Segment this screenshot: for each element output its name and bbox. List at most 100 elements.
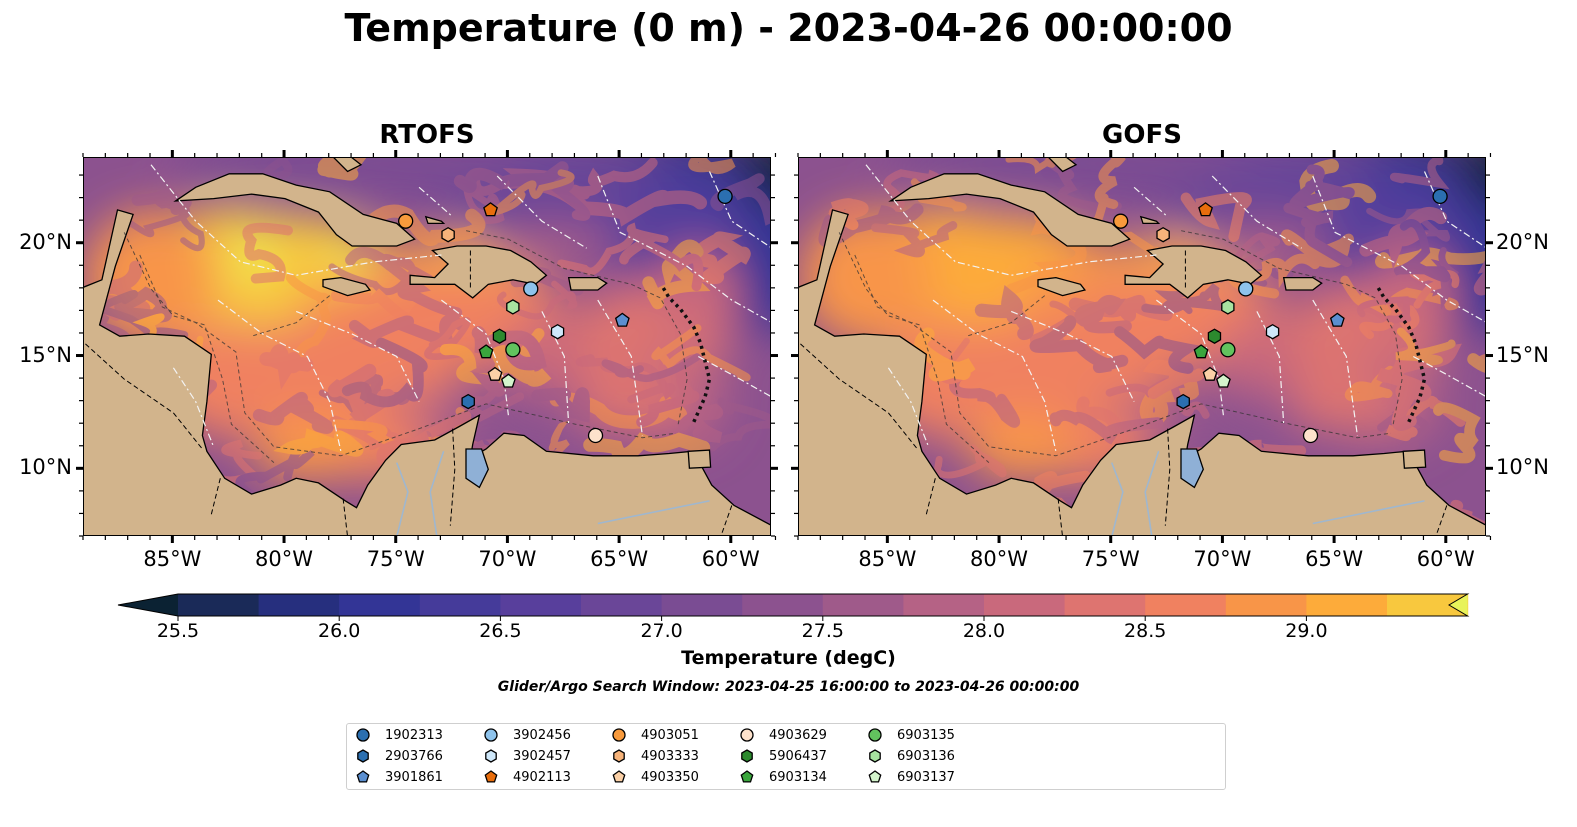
float-marker-4902113[interactable] [483,202,498,217]
lat-tick-label: 20°N [19,229,72,254]
pentagon-marker-icon [484,770,498,783]
float-marker-4903629[interactable] [587,427,604,444]
float-marker-6903137[interactable] [1216,373,1231,388]
lake-maracaibo [1180,448,1205,489]
colorbar-tick-label: 27.5 [801,620,844,642]
hexagon-marker-icon [485,749,497,763]
colorbar-segment [822,594,904,616]
float-marker-5906437[interactable] [1207,328,1222,344]
lat-tick-label: 20°N [1496,229,1549,254]
colorbar-tick-label: 29.0 [1285,620,1328,642]
float-marker-6903137[interactable] [501,373,516,388]
float-marker-1902313[interactable] [1432,188,1448,205]
float-marker-2903766[interactable] [1176,393,1190,410]
puerto-rico-land [1282,276,1323,291]
colorbar-extend-low [118,594,178,616]
jamaica-land [322,276,372,297]
legend-item-6903134: 6903134 [739,767,827,787]
float-marker-3901861[interactable] [614,312,630,327]
lon-tick-label: 85°W [143,547,202,571]
float-marker-6903134[interactable] [478,344,494,359]
circle-marker-icon [484,728,498,742]
float-marker-3902457[interactable] [1265,323,1280,340]
country-borders [799,250,1448,535]
legend-item-1902313: 1902313 [355,725,443,745]
legend-label: 6903136 [897,748,955,764]
eez-boundaries [150,164,770,452]
colorbar-segment [661,594,743,616]
float-marker-4903051[interactable] [398,213,414,229]
legend-item-6903135: 6903135 [867,725,955,745]
float-markers [1113,188,1448,444]
float-marker-4903350[interactable] [1202,366,1218,381]
lon-tick-label: 80°W [970,547,1029,571]
lon-tick-label: 65°W [1305,547,1364,571]
float-marker-6903135[interactable] [1220,342,1236,358]
panel-title-gofs: GOFS [1102,120,1182,150]
puerto-rico-land [567,276,608,291]
legend-item-2903766: 2903766 [355,746,443,766]
float-marker-4903629[interactable] [1302,427,1319,444]
colorbar-tick-label: 27.0 [640,620,683,642]
float-marker-6903134[interactable] [1193,344,1209,359]
float-marker-4903333[interactable] [1156,226,1170,243]
jamaica-land [1037,276,1087,297]
bahamas-south-land [1139,215,1161,225]
legend-label: 4902113 [513,769,571,785]
float-marker-6903136[interactable] [506,299,520,315]
legend-item-4902113: 4902113 [483,767,571,787]
float-marker-4903333[interactable] [441,226,455,243]
map-rtofs[interactable] [83,157,771,536]
lon-tick-label: 80°W [255,547,314,571]
colorbar-segment [1145,594,1227,616]
search-window-note: Glider/Argo Search Window: 2023-04-25 16… [497,679,1080,695]
legend-label: 3902456 [513,727,571,743]
colorbar-tick-label: 26.5 [479,620,522,642]
legend-item-3902456: 3902456 [483,725,571,745]
colorbar-segment [1387,594,1469,616]
colorbar-segment [339,594,421,616]
hexagon-marker-icon [357,749,369,763]
lesser-antilles-islands [1375,285,1427,423]
float-marker-5906437[interactable] [492,328,507,344]
hispaniola-land [409,245,548,299]
map-gofs[interactable] [798,157,1486,536]
hexagon-marker-icon [613,749,625,763]
hexagon-marker-icon [741,749,753,763]
pentagon-marker-icon [612,770,626,783]
colorbar-segment [1225,594,1307,616]
trinidad-land [687,449,712,469]
float-marker-4903350[interactable] [487,366,503,381]
legend-label: 6903134 [769,769,827,785]
lat-tick-label: 10°N [1496,455,1549,480]
circle-marker-icon [612,728,626,742]
legend-label: 6903135 [897,727,955,743]
colorbar-tick-label: 28.0 [962,620,1006,642]
float-marker-3902456[interactable] [1238,281,1254,297]
pentagon-marker-icon [356,770,370,783]
bahamas-land [333,158,363,173]
float-marker-4903051[interactable] [1113,213,1129,229]
float-marker-3901861[interactable] [1329,312,1345,327]
cuba-land [888,173,1131,247]
colorbar-segment [984,594,1066,616]
float-marker-6903136[interactable] [1221,299,1235,315]
hexagon-marker-icon [869,749,881,763]
float-markers [398,188,733,444]
legend-label: 4903629 [769,727,827,743]
rivers [395,451,710,535]
float-marker-3902457[interactable] [550,323,565,340]
legend-label: 1902313 [385,727,443,743]
float-marker-6903135[interactable] [505,342,521,358]
lat-tick-label: 10°N [19,455,72,480]
float-marker-2903766[interactable] [461,393,475,410]
cuba-land [173,173,416,247]
colorbar-segment [419,594,501,616]
hispaniola-land [1124,245,1263,299]
lesser-antilles-islands [660,285,712,423]
legend-label: 2903766 [385,748,443,764]
float-marker-4902113[interactable] [1198,202,1213,217]
lon-tick-label: 60°W [701,547,760,571]
float-marker-3902456[interactable] [523,281,539,297]
float-marker-1902313[interactable] [717,188,733,205]
